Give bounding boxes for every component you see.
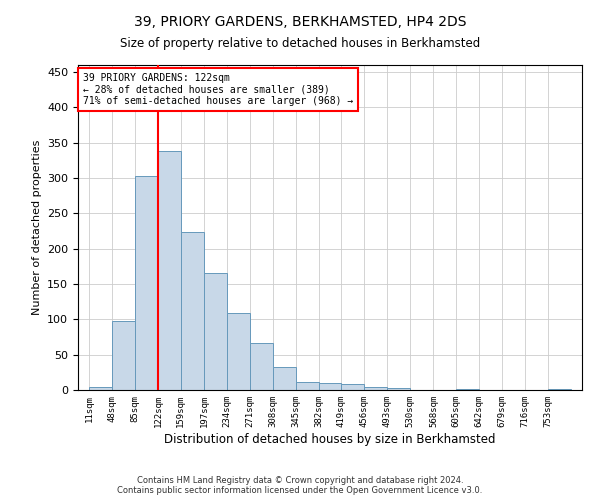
Bar (273, 366, 296, 390)
Text: Size of property relative to detached houses in Berkhamsted: Size of property relative to detached ho… (120, 38, 480, 51)
Y-axis label: Number of detached properties: Number of detached properties (32, 140, 41, 315)
Bar (364, 387, 387, 390)
Bar (319, 383, 341, 390)
Bar (181, 232, 205, 390)
Bar (457, 388, 479, 390)
Bar (112, 322, 135, 390)
Text: 39, PRIORY GARDENS, BERKHAMSTED, HP4 2DS: 39, PRIORY GARDENS, BERKHAMSTED, HP4 2DS (134, 15, 466, 29)
Bar (205, 274, 227, 390)
Text: 39 PRIORY GARDENS: 122sqm
← 28% of detached houses are smaller (389)
71% of semi: 39 PRIORY GARDENS: 122sqm ← 28% of detac… (83, 73, 353, 106)
Bar (89, 387, 112, 390)
Text: Contains HM Land Registry data © Crown copyright and database right 2024.
Contai: Contains HM Land Registry data © Crown c… (118, 476, 482, 495)
Bar (227, 313, 250, 390)
Bar (250, 344, 273, 390)
Bar (158, 151, 181, 390)
Bar (135, 176, 158, 390)
Bar (387, 388, 410, 390)
X-axis label: Distribution of detached houses by size in Berkhamsted: Distribution of detached houses by size … (164, 432, 496, 446)
Bar (341, 384, 364, 390)
Bar (296, 382, 319, 390)
